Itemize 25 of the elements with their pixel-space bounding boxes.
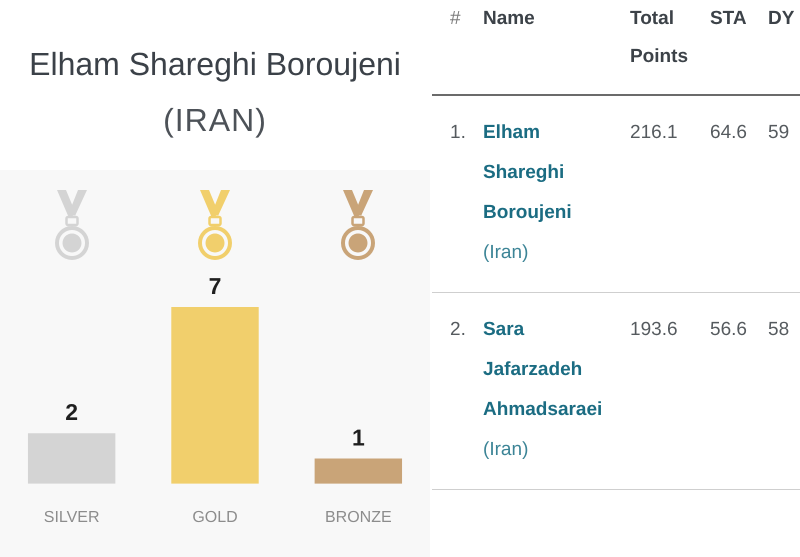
text: 193.6 xyxy=(630,319,678,340)
data-label: 2 xyxy=(65,399,78,426)
category-label: Name xyxy=(483,8,535,29)
x-tick-label: BRONZE xyxy=(324,508,392,526)
data-label: 1 xyxy=(352,424,365,450)
chart-subtitle: (IRAN) xyxy=(163,102,267,138)
text: 2. xyxy=(450,319,466,340)
category-label: Total Points xyxy=(630,8,688,67)
text: (Iran) xyxy=(483,242,528,263)
chart-title: Elham Shareghi Boroujeni xyxy=(29,46,401,82)
x-tick-label: GOLD xyxy=(192,508,238,526)
text: (Iran) xyxy=(483,439,528,460)
text: 216.1 xyxy=(630,122,678,143)
text: Sara Jafarzadeh Ahmadsaraei xyxy=(483,319,602,420)
text: 64.6 xyxy=(710,122,747,143)
category-label: DY xyxy=(768,8,794,29)
x-tick-label: SILVER xyxy=(44,508,100,526)
text: Elham Shareghi Boroujeni xyxy=(483,122,572,223)
category-label: STA xyxy=(710,8,747,29)
category-label: # xyxy=(450,8,461,29)
text: 1. xyxy=(450,122,466,143)
data-label: 7 xyxy=(208,272,222,299)
text: 59 xyxy=(768,122,790,143)
text: 56.6 xyxy=(710,319,747,340)
text: 58 xyxy=(768,319,790,340)
